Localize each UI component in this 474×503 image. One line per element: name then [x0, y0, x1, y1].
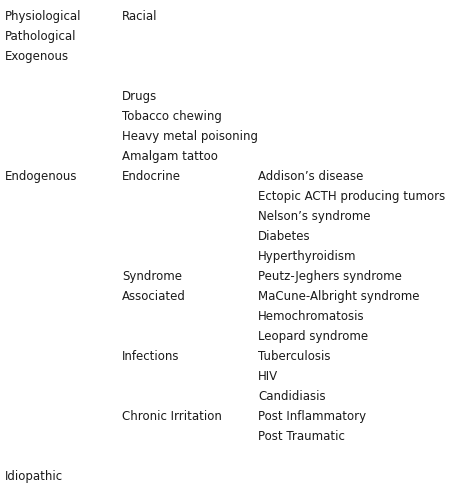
Text: HIV: HIV — [258, 370, 278, 383]
Text: Endocrine: Endocrine — [122, 170, 181, 183]
Text: Ectopic ACTH producing tumors: Ectopic ACTH producing tumors — [258, 190, 445, 203]
Text: Post Traumatic: Post Traumatic — [258, 430, 345, 443]
Text: Post Inflammatory: Post Inflammatory — [258, 410, 366, 423]
Text: Endogenous: Endogenous — [5, 170, 78, 183]
Text: Diabetes: Diabetes — [258, 230, 310, 243]
Text: Associated: Associated — [122, 290, 186, 303]
Text: Idiopathic: Idiopathic — [5, 470, 63, 483]
Text: Syndrome: Syndrome — [122, 270, 182, 283]
Text: Hyperthyroidism: Hyperthyroidism — [258, 250, 356, 263]
Text: Candidiasis: Candidiasis — [258, 390, 326, 403]
Text: Amalgam tattoo: Amalgam tattoo — [122, 150, 218, 163]
Text: Hemochromatosis: Hemochromatosis — [258, 310, 365, 323]
Text: MaCune-Albright syndrome: MaCune-Albright syndrome — [258, 290, 419, 303]
Text: Heavy metal poisoning: Heavy metal poisoning — [122, 130, 258, 143]
Text: Exogenous: Exogenous — [5, 50, 69, 63]
Text: Peutz-Jeghers syndrome: Peutz-Jeghers syndrome — [258, 270, 402, 283]
Text: Chronic Irritation: Chronic Irritation — [122, 410, 222, 423]
Text: Racial: Racial — [122, 10, 157, 23]
Text: Infections: Infections — [122, 350, 180, 363]
Text: Pathological: Pathological — [5, 30, 76, 43]
Text: Tobacco chewing: Tobacco chewing — [122, 110, 222, 123]
Text: Leopard syndrome: Leopard syndrome — [258, 330, 368, 343]
Text: Physiological: Physiological — [5, 10, 82, 23]
Text: Drugs: Drugs — [122, 90, 157, 103]
Text: Nelson’s syndrome: Nelson’s syndrome — [258, 210, 371, 223]
Text: Addison’s disease: Addison’s disease — [258, 170, 364, 183]
Text: Tuberculosis: Tuberculosis — [258, 350, 330, 363]
